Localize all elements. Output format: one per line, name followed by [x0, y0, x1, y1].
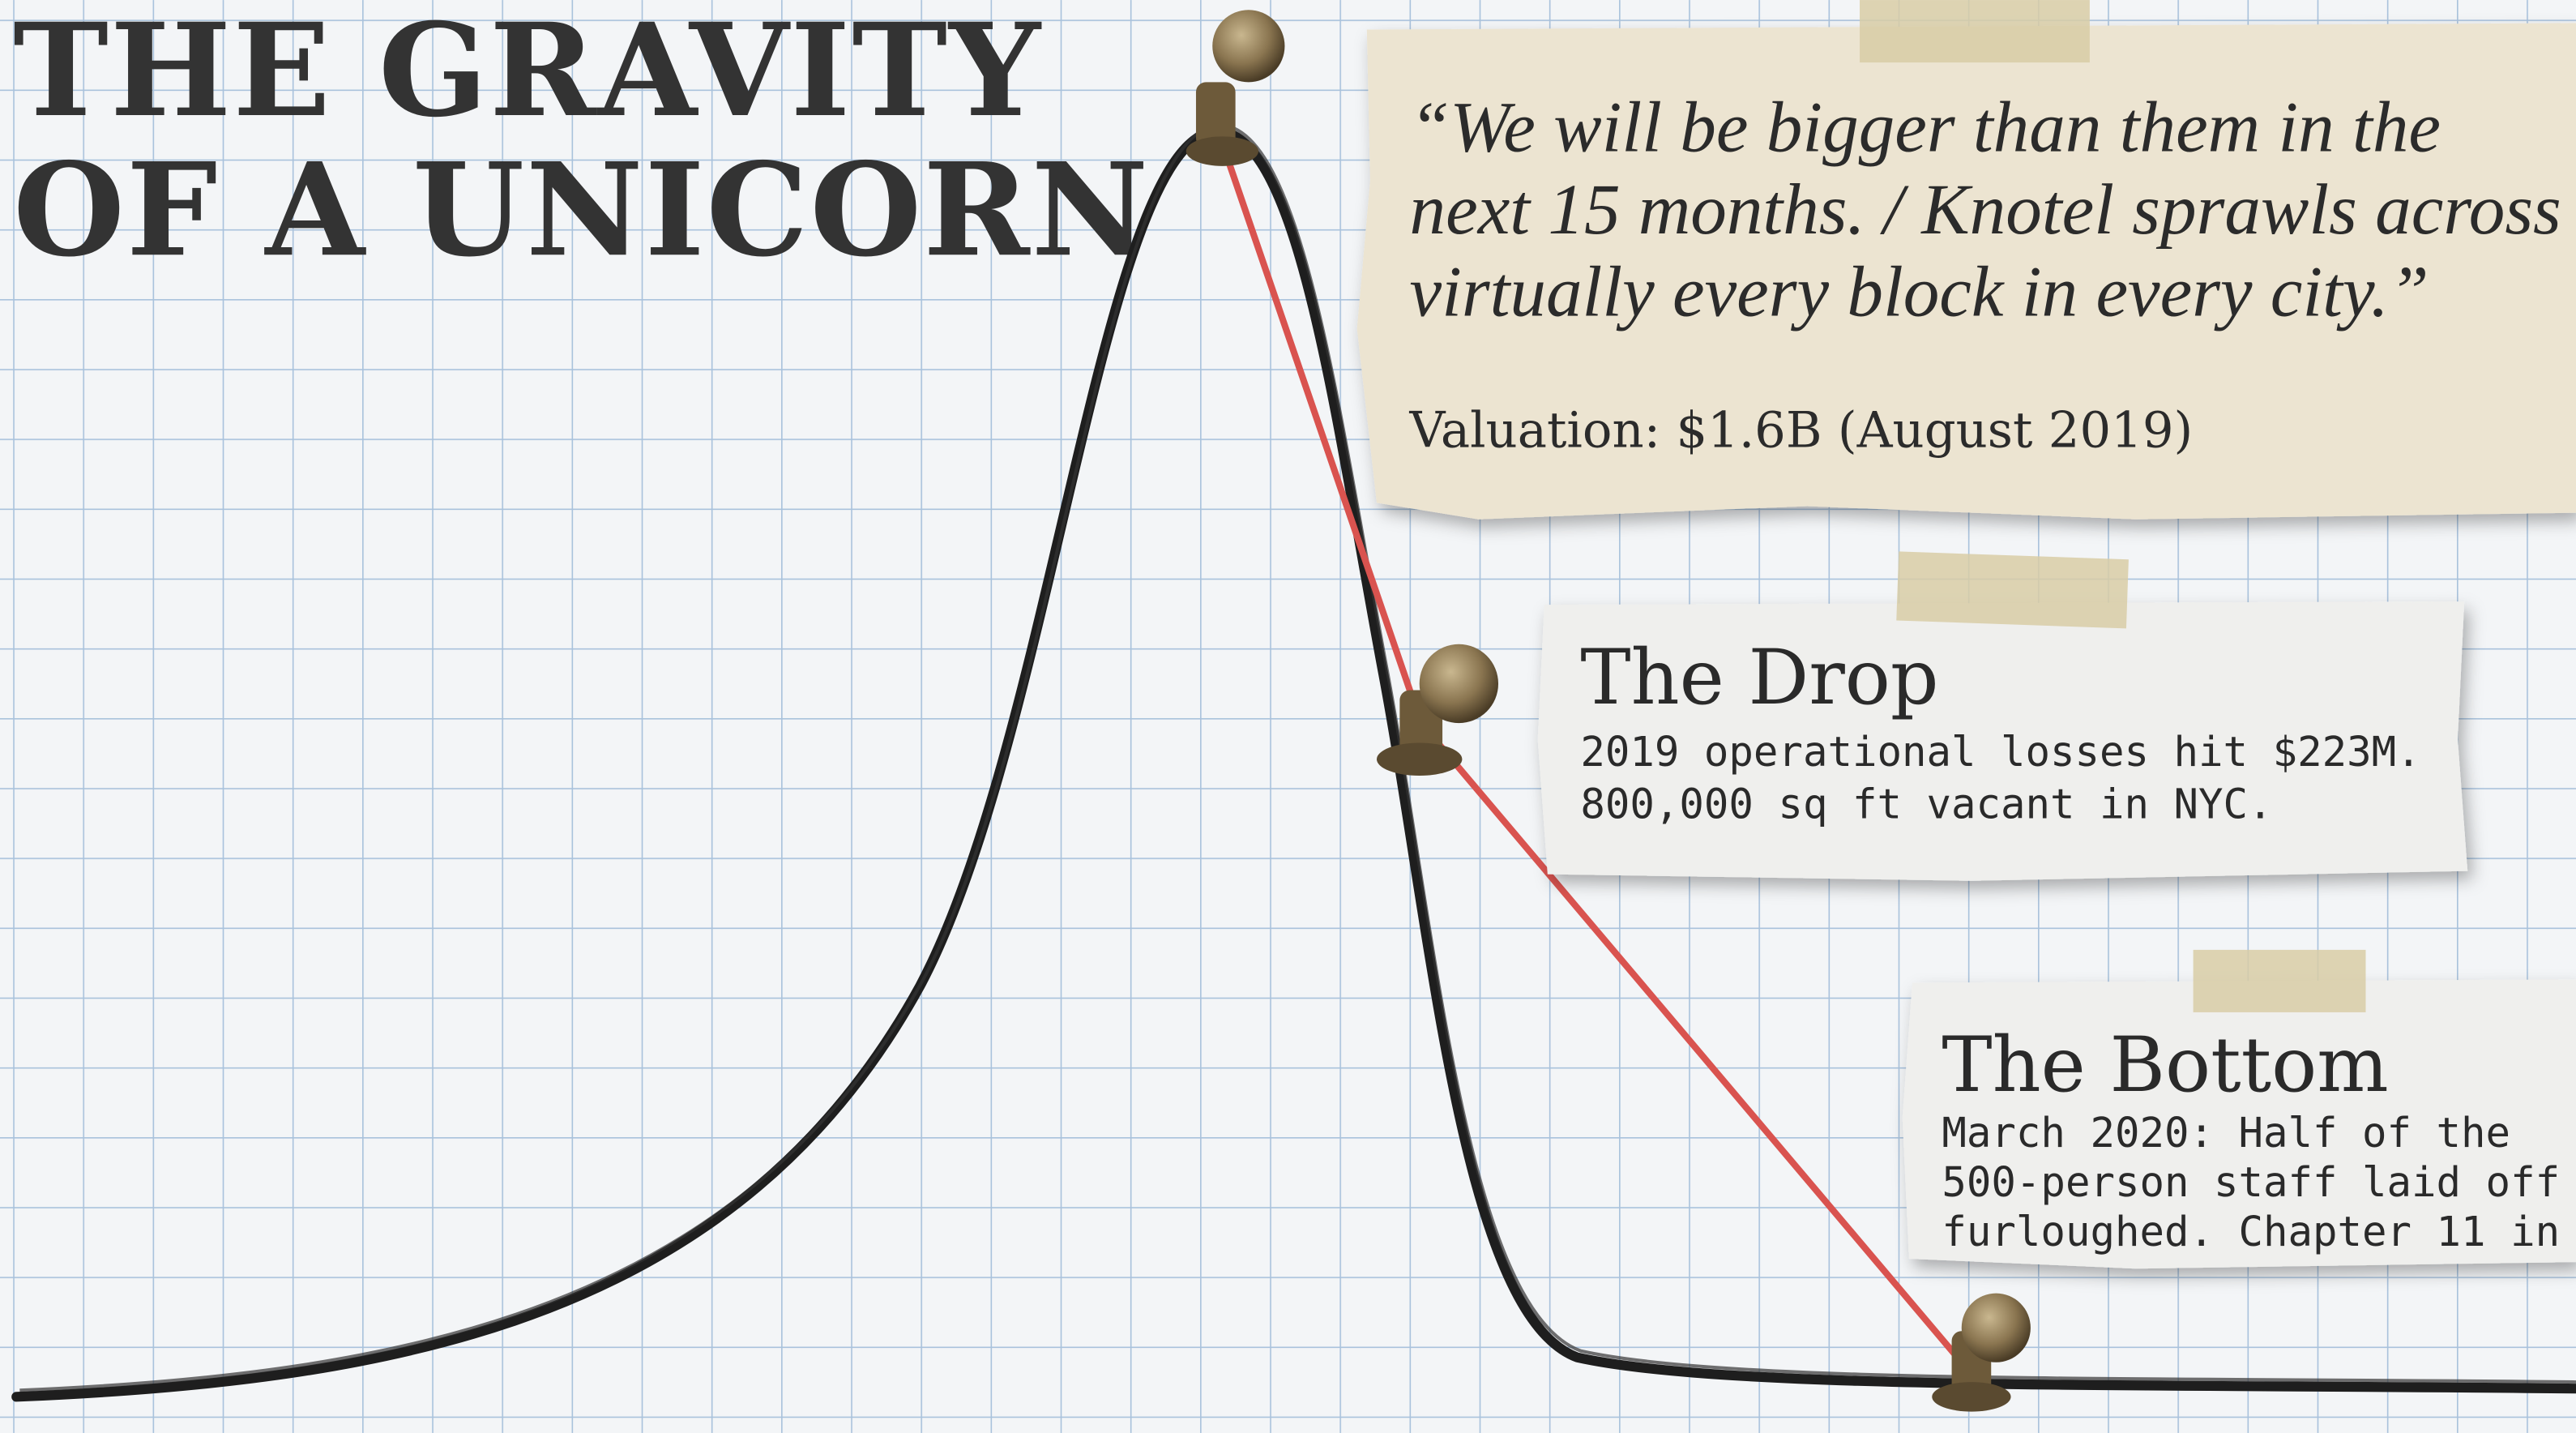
- quote-line: next 15 months. / Knotel sprawls across: [1410, 170, 2561, 250]
- illustration: THE GRAVITY OF A UNICORN “We will be big…: [0, 0, 2576, 1433]
- card-title: The Bottom: [1942, 1020, 2388, 1109]
- quote-line: “We will be bigger than them in the: [1410, 88, 2441, 168]
- title: THE GRAVITY OF A UNICORN: [13, 0, 1150, 285]
- valuation: Valuation: $1.6B (August 2019): [1409, 403, 2194, 460]
- card-line: March 2020: Half of the: [1942, 1109, 2510, 1157]
- card-line: furloughed. Chapter 11 in Jan: [1942, 1208, 2576, 1255]
- card-line: 500-person staff laid off or: [1942, 1158, 2576, 1206]
- tape: [2194, 950, 2366, 1012]
- card-line: 800,000 sq ft vacant in NYC.: [1580, 781, 2272, 828]
- title-line: THE GRAVITY: [13, 0, 1042, 146]
- title-line: OF A UNICORN: [13, 135, 1150, 285]
- quote-line: virtually every block in every city.”: [1410, 252, 2429, 332]
- page: {"title": {"lines": ["THE GRAVITY", "OF …: [0, 0, 2576, 1433]
- tape: [1860, 0, 2090, 62]
- card-line: 2019 operational losses hit $223M.: [1580, 728, 2420, 776]
- tape: [1896, 551, 2129, 628]
- card-title: The Drop: [1580, 633, 1938, 721]
